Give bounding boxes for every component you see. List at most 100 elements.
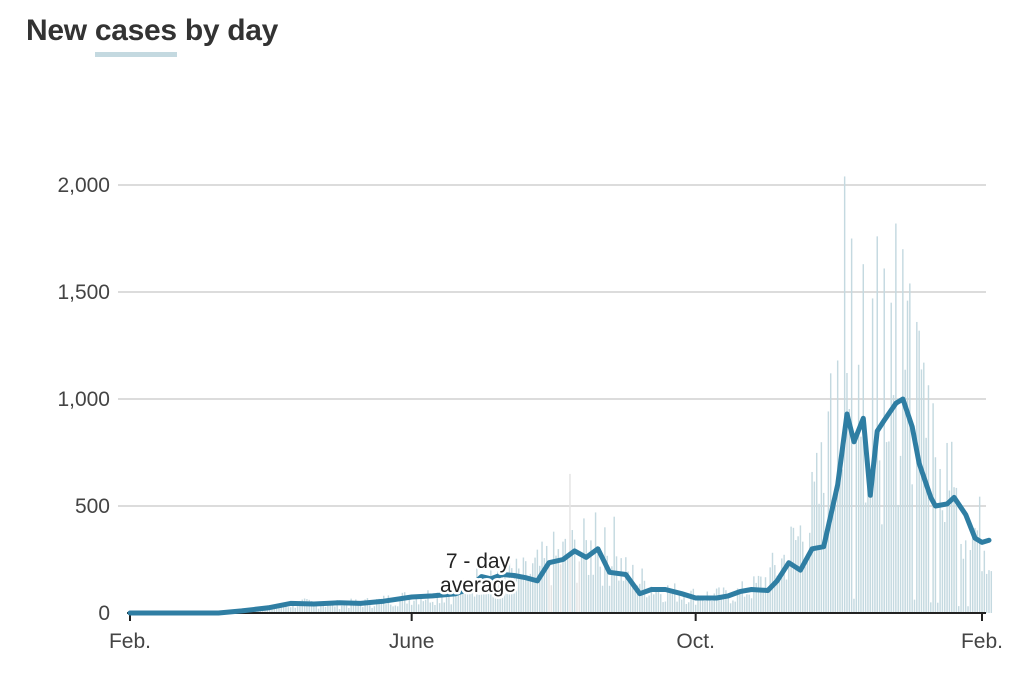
daily-case-bar xyxy=(715,588,718,613)
daily-case-bar xyxy=(355,599,357,613)
daily-case-bar xyxy=(853,598,855,613)
daily-case-bar xyxy=(441,596,443,613)
daily-case-bar xyxy=(452,588,455,613)
daily-case-bar xyxy=(683,596,685,613)
daily-case-bar xyxy=(967,606,969,613)
daily-case-bar xyxy=(650,586,653,613)
daily-case-bar xyxy=(727,597,729,613)
daily-case-bar xyxy=(601,585,604,613)
daily-case-bar xyxy=(429,602,432,613)
daily-case-bar xyxy=(529,573,532,613)
daily-case-bar xyxy=(497,571,499,613)
daily-case-bar xyxy=(438,603,441,613)
daily-case-bar xyxy=(820,442,823,613)
daily-case-bar xyxy=(846,372,848,613)
daily-case-bar xyxy=(934,457,937,613)
y-tick-label: 0 xyxy=(98,602,110,625)
daily-case-bar xyxy=(383,595,385,613)
y-axis-labels: 0 500 1,000 1,500 2,000 xyxy=(57,174,110,625)
daily-case-bar xyxy=(369,605,371,613)
daily-case-bar xyxy=(387,595,390,613)
daily-case-bar xyxy=(350,598,352,613)
daily-case-bar xyxy=(860,436,862,613)
daily-case-bar xyxy=(802,541,804,613)
daily-case-bar xyxy=(473,596,476,613)
daily-case-bar xyxy=(378,598,380,613)
daily-case-bar xyxy=(746,594,748,613)
daily-case-bar xyxy=(466,582,469,613)
daily-case-bar xyxy=(525,561,527,613)
daily-case-bar xyxy=(576,582,578,613)
daily-case-bar xyxy=(506,590,508,613)
daily-case-bar xyxy=(294,607,296,613)
daily-case-bar xyxy=(909,283,911,613)
title-highlight-text: cases xyxy=(94,14,177,47)
daily-case-bar xyxy=(955,487,958,613)
daily-case-bar xyxy=(555,555,557,613)
daily-case-bar xyxy=(636,585,639,613)
daily-case-bar xyxy=(299,600,301,613)
daily-case-bar xyxy=(634,590,636,613)
daily-case-bar xyxy=(867,468,869,613)
daily-case-bar xyxy=(399,597,401,613)
daily-case-bar xyxy=(874,458,876,613)
daily-case-bar xyxy=(585,540,587,613)
daily-case-bar xyxy=(674,583,676,613)
daily-case-bar xyxy=(741,581,743,613)
daily-case-bar xyxy=(699,600,702,613)
daily-case-bar xyxy=(653,594,655,613)
daily-case-bar xyxy=(899,455,902,613)
daily-case-bar xyxy=(341,605,343,613)
daily-case-bar xyxy=(785,579,788,613)
daily-case-bar xyxy=(622,580,625,613)
daily-case-bar xyxy=(687,602,690,613)
daily-case-bar xyxy=(420,598,422,613)
daily-case-bar xyxy=(406,603,408,613)
daily-case-bar xyxy=(592,574,594,613)
daily-case-bar xyxy=(911,484,913,613)
daily-case-bar xyxy=(774,565,776,613)
daily-case-bar xyxy=(748,594,750,613)
daily-case-bar xyxy=(711,600,713,613)
daily-case-bar xyxy=(797,536,799,613)
daily-case-bar xyxy=(739,590,741,613)
daily-case-bar xyxy=(287,607,290,613)
daily-case-bar xyxy=(988,570,990,613)
daily-case-bar xyxy=(599,566,601,613)
daily-case-bar xyxy=(983,550,986,613)
daily-case-bar xyxy=(448,596,450,613)
daily-case-bar xyxy=(729,603,732,613)
daily-case-bar xyxy=(376,599,378,613)
daily-case-bar xyxy=(848,409,851,613)
daily-case-bar xyxy=(937,602,939,613)
daily-case-bar xyxy=(760,576,762,613)
daily-case-bar xyxy=(417,604,420,613)
y-tick-label: 1,000 xyxy=(57,388,110,411)
daily-case-bar xyxy=(869,474,871,613)
y-tick-label: 2,000 xyxy=(57,174,110,197)
daily-case-bar xyxy=(364,599,366,613)
daily-case-bar xyxy=(327,605,329,613)
daily-case-bar xyxy=(680,599,683,613)
daily-case-bar xyxy=(380,598,383,613)
chart-title: New cases by day xyxy=(26,14,278,57)
daily-case-bar xyxy=(285,606,287,613)
daily-case-bar xyxy=(916,321,918,613)
daily-case-bar xyxy=(932,403,934,613)
daily-case-bar xyxy=(962,558,965,613)
daily-case-bar xyxy=(750,598,753,613)
daily-case-bar xyxy=(930,602,932,613)
daily-case-bar xyxy=(457,586,459,613)
seven-day-average-path xyxy=(127,396,992,616)
daily-case-bar xyxy=(499,555,501,613)
daily-case-bar xyxy=(492,575,494,613)
daily-case-bar xyxy=(762,589,764,613)
y-tick-label: 1,500 xyxy=(57,281,110,304)
daily-case-bar xyxy=(566,555,569,613)
daily-case-bar xyxy=(878,460,881,613)
daily-case-bar xyxy=(839,470,841,613)
daily-case-bar xyxy=(888,441,890,613)
daily-case-bar xyxy=(701,598,704,613)
daily-case-bar xyxy=(424,599,427,613)
